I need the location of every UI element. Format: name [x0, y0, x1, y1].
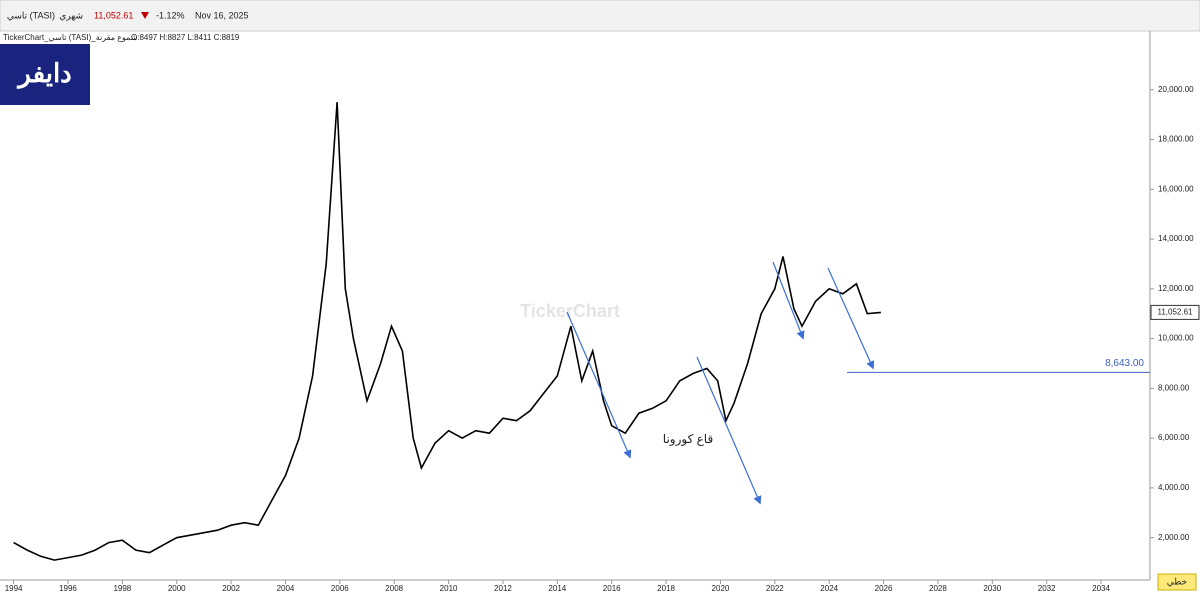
legend-ohlc: O:8497 H:8827 L:8411 C:8819 — [131, 33, 240, 42]
arrow — [827, 267, 875, 370]
legend-name: TickerChart_تاسي (TASI)_شموع مقرنة — [3, 33, 138, 42]
x-tick-label: 2016 — [603, 584, 621, 593]
x-tick-label: 2026 — [875, 584, 893, 593]
price: 11,052.61 — [94, 10, 133, 20]
watermark: TickerChart — [520, 301, 620, 321]
x-tick-label: 2004 — [277, 584, 295, 593]
x-tick-label: 1994 — [5, 584, 23, 593]
x-tick-label: 2018 — [657, 584, 675, 593]
arrow — [772, 261, 805, 340]
x-tick-label: 1998 — [113, 584, 131, 593]
y-tick-label: 18,000.00 — [1158, 135, 1194, 144]
y-tick-label: 4,000.00 — [1158, 483, 1190, 492]
down-arrow — [141, 12, 149, 19]
x-tick-label: 1996 — [59, 584, 77, 593]
y-tick-label: 12,000.00 — [1158, 284, 1194, 293]
y-tick-label: 14,000.00 — [1158, 234, 1194, 243]
x-tick-label: 2034 — [1092, 584, 1110, 593]
toolbar — [0, 0, 1200, 32]
y-tick-label: 16,000.00 — [1158, 184, 1194, 193]
annotation: قاع كورونا — [663, 432, 713, 446]
x-tick-label: 2012 — [494, 584, 512, 593]
change: -1.12% — [156, 10, 185, 20]
y-tick-label: 10,000.00 — [1158, 334, 1194, 343]
x-tick-label: 2032 — [1038, 584, 1056, 593]
symbol: تاسي (TASI) — [7, 10, 55, 20]
last-price-label: 11,052.61 — [1158, 308, 1194, 317]
period[interactable]: شهري — [59, 10, 83, 21]
x-tick-label: 2022 — [766, 584, 784, 593]
arrow — [566, 311, 632, 459]
x-tick-label: 2000 — [168, 584, 186, 593]
x-tick-label: 2028 — [929, 584, 947, 593]
x-tick-label: 2010 — [440, 584, 458, 593]
y-tick-label: 6,000.00 — [1158, 433, 1190, 442]
support-label: 8,643.00 — [1105, 358, 1144, 369]
x-tick-label: 2020 — [712, 584, 730, 593]
y-tick-label: 8,000.00 — [1158, 383, 1190, 392]
x-tick-label: 2024 — [820, 584, 838, 593]
x-tick-label: 2008 — [385, 584, 403, 593]
arrow — [696, 356, 762, 505]
x-tick-label: 2006 — [331, 584, 349, 593]
logo: دايفر — [16, 58, 72, 89]
y-tick-label: 2,000.00 — [1158, 533, 1190, 542]
x-tick-label: 2030 — [983, 584, 1001, 593]
y-tick-label: 20,000.00 — [1158, 85, 1194, 94]
logo-box — [0, 44, 90, 105]
x-tick-label: 2014 — [548, 584, 566, 593]
x-tick-label: 2002 — [222, 584, 240, 593]
price-line — [13, 102, 881, 561]
last-price-box — [1150, 304, 1200, 320]
date: Nov 16, 2025 — [195, 10, 249, 20]
scale-mode[interactable] — [1157, 573, 1197, 591]
scale-mode-label[interactable]: خطي — [1167, 576, 1187, 586]
